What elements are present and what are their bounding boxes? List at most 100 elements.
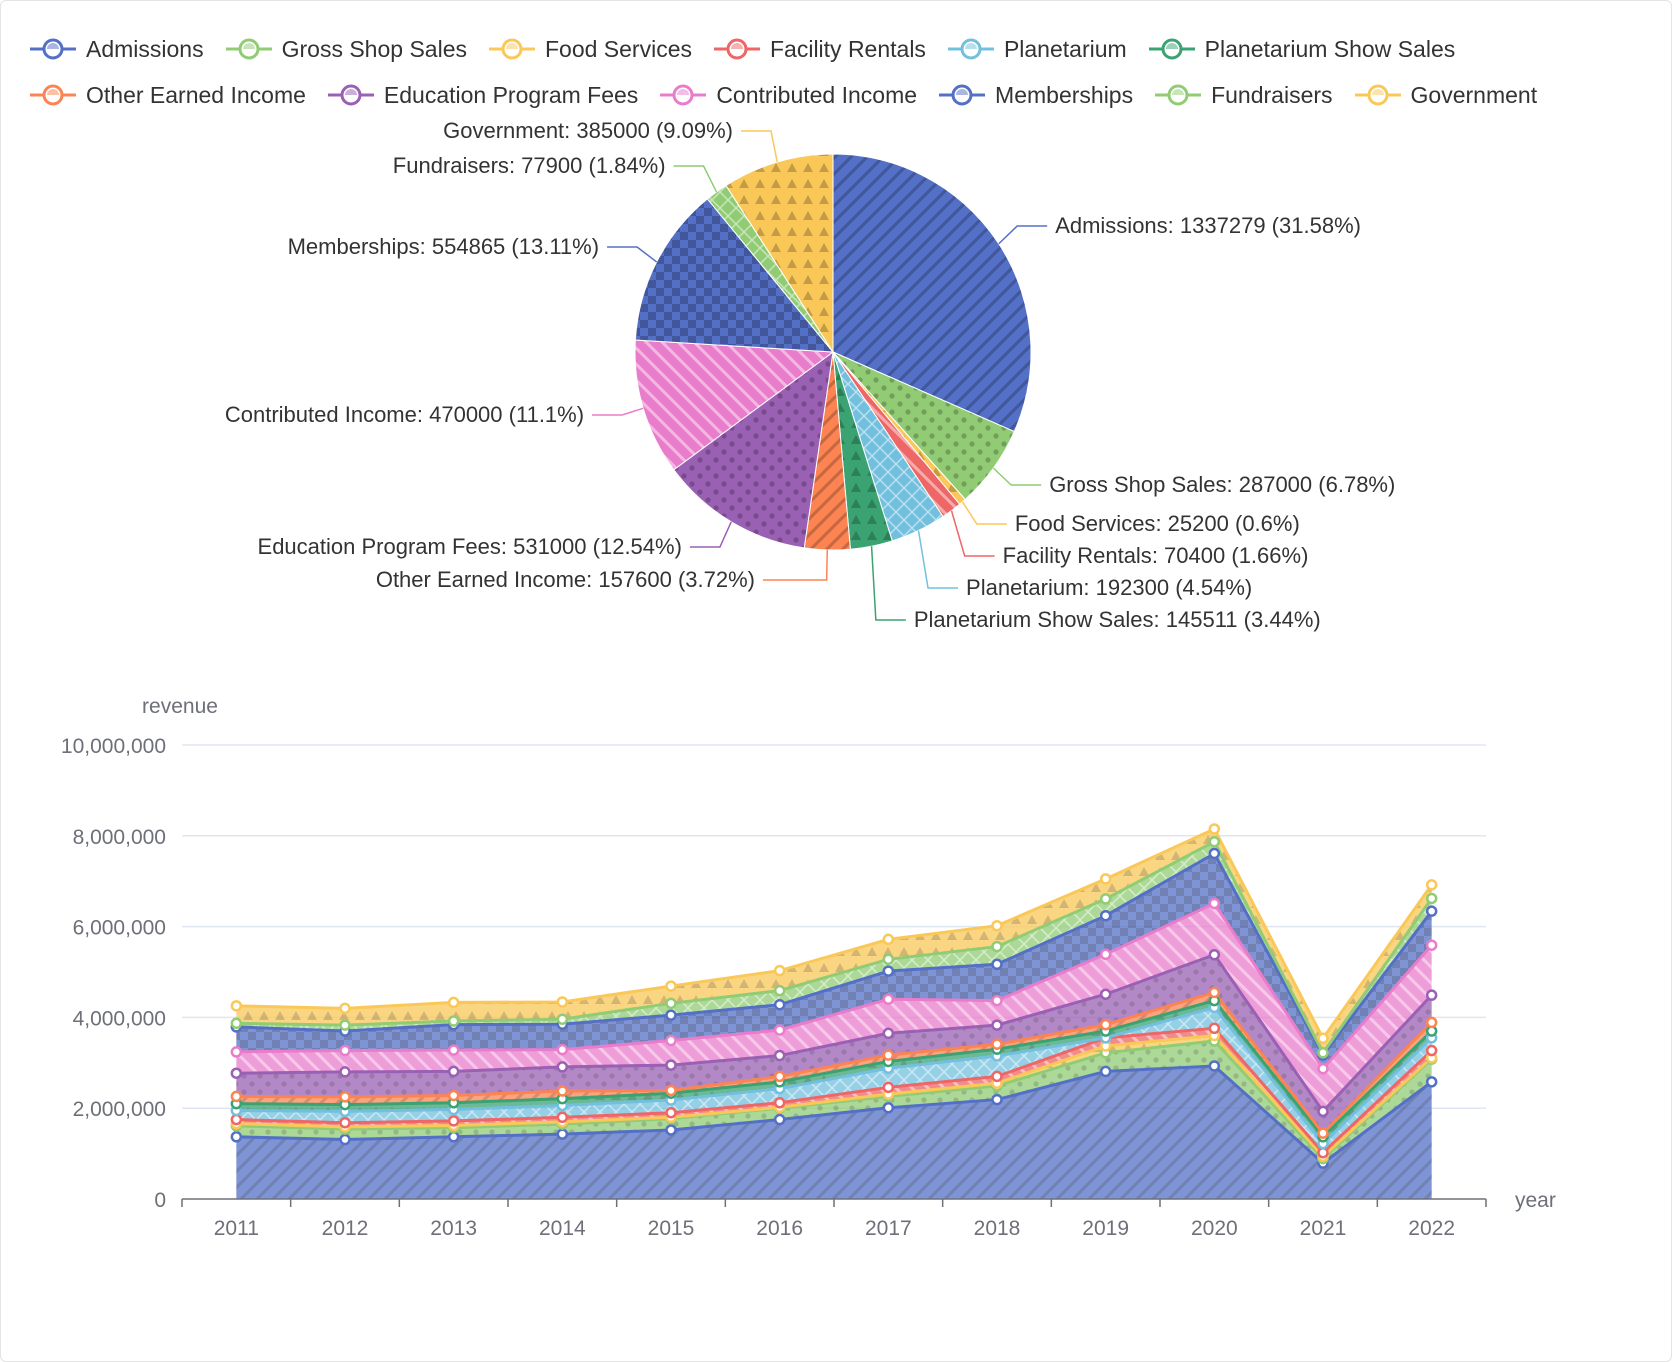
- data-point[interactable]: [447, 1115, 460, 1127]
- data-point[interactable]: [556, 1128, 569, 1140]
- data-point[interactable]: [1425, 879, 1438, 891]
- data-point[interactable]: [339, 1044, 351, 1057]
- data-point[interactable]: [1208, 835, 1221, 848]
- data-point[interactable]: [339, 1066, 351, 1078]
- data-point[interactable]: [882, 1101, 895, 1114]
- legend-item-fundraisers[interactable]: Fundraisers: [1155, 82, 1333, 109]
- data-point[interactable]: [1425, 892, 1438, 905]
- legend-item-gross-shop-sales[interactable]: Gross Shop Sales: [225, 36, 467, 63]
- data-point[interactable]: [556, 996, 569, 1008]
- data-point[interactable]: [1208, 1060, 1221, 1072]
- data-point[interactable]: [339, 1091, 351, 1103]
- data-point[interactable]: [556, 1061, 569, 1073]
- data-point[interactable]: [665, 997, 677, 1010]
- data-point[interactable]: [230, 1017, 243, 1030]
- data-point[interactable]: [1425, 1044, 1438, 1057]
- area-memberships[interactable]: [236, 853, 1432, 1069]
- data-point[interactable]: [1099, 1065, 1112, 1078]
- data-point[interactable]: [1208, 986, 1221, 999]
- data-point[interactable]: [991, 1019, 1003, 1031]
- data-point[interactable]: [556, 1085, 569, 1097]
- data-point[interactable]: [882, 1081, 895, 1094]
- data-point[interactable]: [882, 933, 895, 946]
- area-gross-shop-sales[interactable]: [236, 1041, 1432, 1164]
- data-point[interactable]: [447, 1065, 460, 1078]
- data-point[interactable]: [991, 1038, 1003, 1050]
- data-point[interactable]: [773, 1097, 786, 1109]
- data-point[interactable]: [1317, 1062, 1329, 1075]
- data-point[interactable]: [1099, 948, 1112, 961]
- data-point[interactable]: [665, 1034, 677, 1047]
- data-point[interactable]: [447, 1044, 460, 1056]
- data-point[interactable]: [556, 1013, 569, 1025]
- data-point[interactable]: [991, 1093, 1003, 1106]
- data-point[interactable]: [1425, 989, 1438, 1001]
- data-point[interactable]: [230, 1046, 243, 1058]
- data-point[interactable]: [1208, 823, 1221, 835]
- data-point[interactable]: [773, 998, 786, 1011]
- data-point[interactable]: [882, 965, 895, 977]
- data-point[interactable]: [1099, 893, 1112, 905]
- data-point[interactable]: [991, 940, 1003, 953]
- data-point[interactable]: [339, 1116, 351, 1129]
- data-point[interactable]: [1099, 909, 1112, 922]
- data-point[interactable]: [665, 1059, 677, 1071]
- data-point[interactable]: [1317, 1047, 1329, 1059]
- data-point[interactable]: [882, 953, 895, 966]
- legend-item-food-services[interactable]: Food Services: [488, 36, 692, 63]
- data-point[interactable]: [1317, 1146, 1329, 1159]
- data-point[interactable]: [1425, 939, 1438, 951]
- data-point[interactable]: [665, 980, 677, 992]
- legend-item-education-program-fees[interactable]: Education Program Fees: [327, 82, 638, 109]
- data-point[interactable]: [1208, 847, 1221, 860]
- data-point[interactable]: [1425, 905, 1438, 917]
- data-point[interactable]: [1317, 1105, 1329, 1118]
- data-point[interactable]: [665, 1084, 677, 1097]
- data-point[interactable]: [230, 1067, 243, 1079]
- data-point[interactable]: [991, 1070, 1003, 1083]
- area-contributed-income[interactable]: [236, 903, 1432, 1112]
- data-point[interactable]: [447, 1015, 460, 1027]
- data-point[interactable]: [882, 1027, 895, 1040]
- data-point[interactable]: [339, 1133, 351, 1146]
- legend-item-facility-rentals[interactable]: Facility Rentals: [714, 36, 926, 63]
- legend-item-government[interactable]: Government: [1354, 82, 1537, 109]
- data-point[interactable]: [665, 1124, 677, 1136]
- data-point[interactable]: [991, 994, 1003, 1007]
- data-point[interactable]: [556, 1111, 569, 1124]
- data-point[interactable]: [447, 1131, 460, 1143]
- data-point[interactable]: [1208, 1022, 1221, 1035]
- data-point[interactable]: [882, 993, 895, 1005]
- data-point[interactable]: [1099, 1018, 1112, 1031]
- data-point[interactable]: [1317, 1127, 1329, 1139]
- data-point[interactable]: [665, 1009, 677, 1021]
- data-point[interactable]: [1208, 897, 1221, 910]
- data-point[interactable]: [230, 1131, 243, 1143]
- data-point[interactable]: [882, 1049, 895, 1061]
- area-fundraisers[interactable]: [236, 841, 1432, 1056]
- data-point[interactable]: [230, 1113, 243, 1126]
- data-point[interactable]: [556, 1043, 569, 1056]
- data-point[interactable]: [773, 964, 786, 977]
- data-point[interactable]: [230, 1090, 243, 1103]
- data-point[interactable]: [991, 958, 1003, 971]
- area-admissions[interactable]: [236, 1065, 1432, 1199]
- data-point[interactable]: [1425, 1016, 1438, 1029]
- data-point[interactable]: [773, 1113, 786, 1126]
- data-point[interactable]: [773, 1024, 786, 1036]
- data-point[interactable]: [1208, 948, 1221, 961]
- data-point[interactable]: [339, 1002, 351, 1015]
- legend-item-contributed-income[interactable]: Contributed Income: [660, 82, 917, 109]
- legend-item-other-earned-income[interactable]: Other Earned Income: [30, 82, 306, 109]
- data-point[interactable]: [447, 996, 460, 1009]
- legend-item-admissions[interactable]: Admissions: [30, 36, 204, 63]
- legend-item-planetarium[interactable]: Planetarium: [947, 36, 1127, 63]
- data-point[interactable]: [1425, 1076, 1438, 1088]
- area-education-program-fees[interactable]: [236, 954, 1432, 1134]
- data-point[interactable]: [1099, 988, 1112, 1000]
- pie-slice-memberships[interactable]: [634, 198, 835, 353]
- legend-item-planetarium-show-sales[interactable]: Planetarium Show Sales: [1148, 36, 1455, 63]
- data-point[interactable]: [230, 1000, 243, 1012]
- data-point[interactable]: [447, 1089, 460, 1102]
- data-point[interactable]: [1317, 1032, 1329, 1045]
